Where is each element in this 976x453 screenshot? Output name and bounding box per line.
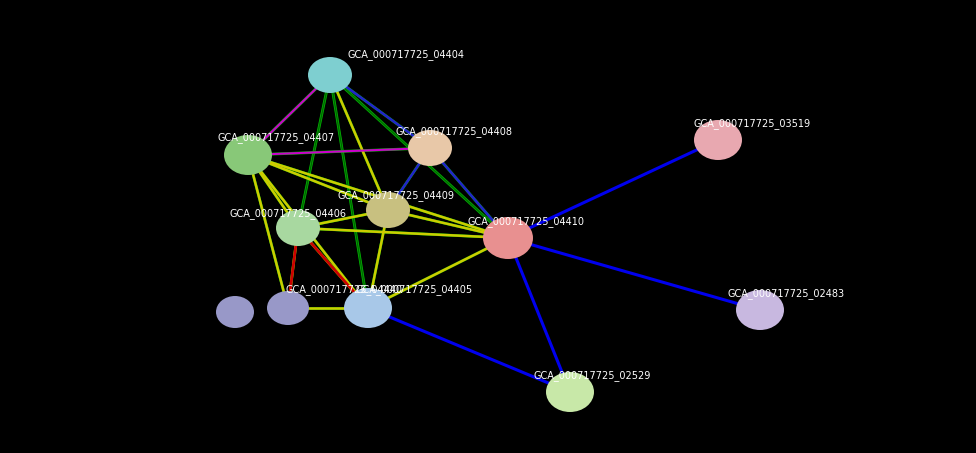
- Text: GCA_000717725_02529: GCA_000717725_02529: [534, 371, 651, 381]
- Text: GCA_000717725_04440: GCA_000717725_04440: [285, 284, 402, 295]
- Text: GCA_000717725_03519: GCA_000717725_03519: [693, 119, 810, 130]
- Text: GCA_000717725_04407: GCA_000717725_04407: [218, 133, 335, 144]
- Ellipse shape: [344, 288, 392, 328]
- Text: GCA_000717725_04409: GCA_000717725_04409: [338, 191, 455, 202]
- Ellipse shape: [267, 291, 309, 325]
- Ellipse shape: [366, 192, 410, 228]
- Ellipse shape: [546, 372, 594, 412]
- Text: GCA_000717725_04410: GCA_000717725_04410: [468, 217, 585, 227]
- Ellipse shape: [736, 290, 784, 330]
- Text: GCA_000717725_04404: GCA_000717725_04404: [348, 49, 465, 60]
- Ellipse shape: [408, 130, 452, 166]
- Text: GCA_000717725_04405: GCA_000717725_04405: [355, 284, 472, 295]
- Ellipse shape: [308, 57, 352, 93]
- Ellipse shape: [216, 296, 254, 328]
- Text: GCA_000717725_02483: GCA_000717725_02483: [728, 289, 845, 299]
- Text: GCA_000717725_04406: GCA_000717725_04406: [230, 208, 347, 219]
- Text: GCA_000717725_04408: GCA_000717725_04408: [395, 126, 512, 137]
- Ellipse shape: [694, 120, 742, 160]
- Ellipse shape: [224, 135, 272, 175]
- Ellipse shape: [276, 210, 320, 246]
- Ellipse shape: [483, 217, 533, 259]
